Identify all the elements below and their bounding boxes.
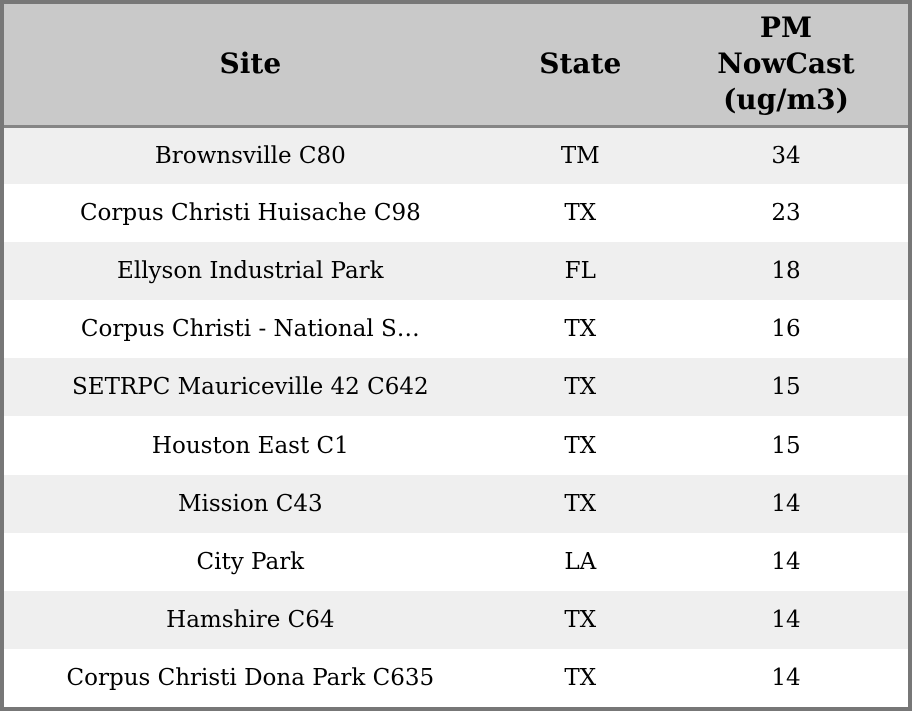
- cell-state: TX: [564, 316, 597, 343]
- cell-pm-nowcast: 15: [771, 432, 801, 459]
- cell-site: Ellyson Industrial Park: [117, 258, 384, 285]
- cell-state: TX: [564, 374, 597, 401]
- cell-pm-nowcast: 18: [771, 258, 801, 285]
- column-header-state[interactable]: State: [496, 4, 664, 128]
- cell-pm-nowcast: 16: [771, 316, 801, 343]
- table-row[interactable]: Mission C43 TX 14: [4, 474, 908, 533]
- cell-site: Corpus Christi - National S…: [80, 316, 420, 343]
- cell-state: TX: [564, 432, 597, 459]
- table-header: Site State PM NowCast (ug/m3): [4, 4, 908, 128]
- table-row[interactable]: Brownsville C80 TM 34: [4, 126, 908, 185]
- cell-site: Houston East C1: [151, 432, 349, 459]
- table-row[interactable]: Corpus Christi - National S… TX 16: [4, 300, 908, 359]
- cell-site: Corpus Christi Dona Park C635: [66, 664, 435, 691]
- table-row[interactable]: Ellyson Industrial Park FL 18: [4, 242, 908, 301]
- table-row[interactable]: Houston East C1 TX 15: [4, 416, 908, 475]
- cell-site: Brownsville C80: [154, 142, 346, 169]
- cell-state: TX: [564, 200, 597, 227]
- table-row[interactable]: Hamshire C64 TX 14: [4, 590, 908, 649]
- cell-pm-nowcast: 14: [771, 664, 801, 691]
- cell-pm-nowcast: 14: [771, 548, 801, 575]
- cell-pm-nowcast: 15: [771, 374, 801, 401]
- cell-pm-nowcast: 34: [771, 142, 801, 169]
- table-body: Brownsville C80 TM 34 Corpus Christi Hui…: [4, 126, 908, 707]
- cell-state: FL: [564, 258, 596, 285]
- pm-nowcast-table: Site State PM NowCast (ug/m3) Brownsvill…: [4, 4, 908, 707]
- cell-state: TX: [564, 490, 597, 517]
- cell-pm-nowcast: 14: [771, 490, 801, 517]
- header-row: Site State PM NowCast (ug/m3): [4, 4, 908, 128]
- column-header-site[interactable]: Site: [4, 4, 497, 128]
- cell-pm-nowcast: 23: [771, 200, 801, 227]
- cell-state: TM: [560, 142, 600, 169]
- cell-site: SETRPC Mauriceville 42 C642: [72, 374, 429, 401]
- cell-site: Mission C43: [177, 490, 323, 517]
- cell-site: Hamshire C64: [166, 606, 335, 633]
- cell-site: City Park: [196, 548, 305, 575]
- cell-state: TX: [564, 664, 597, 691]
- table-row[interactable]: Corpus Christi Dona Park C635 TX 14: [4, 648, 908, 707]
- cell-state: LA: [564, 548, 597, 575]
- column-header-pm-nowcast[interactable]: PM NowCast (ug/m3): [663, 4, 908, 128]
- table-row[interactable]: City Park LA 14: [4, 532, 908, 591]
- cell-site: Corpus Christi Huisache C98: [79, 200, 421, 227]
- cell-state: TX: [564, 606, 597, 633]
- table-row[interactable]: Corpus Christi Huisache C98 TX 23: [4, 184, 908, 243]
- table-row[interactable]: SETRPC Mauriceville 42 C642 TX 15: [4, 358, 908, 417]
- cell-pm-nowcast: 14: [771, 606, 801, 633]
